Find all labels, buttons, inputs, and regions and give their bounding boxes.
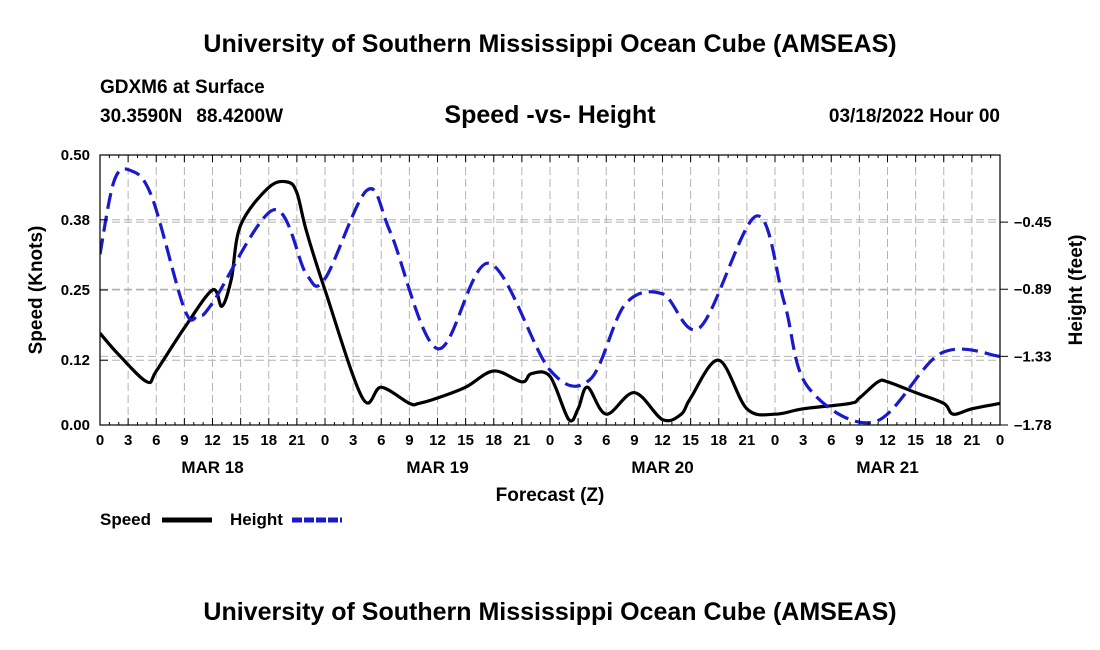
x-tick-label: 15 xyxy=(907,432,924,449)
x-tick-label: 0 xyxy=(771,432,779,449)
x-tick-label: 9 xyxy=(630,432,638,449)
x-tick-label: 18 xyxy=(935,432,952,449)
x-tick-label: 6 xyxy=(377,432,385,449)
latitude: 30.3590N xyxy=(100,106,183,127)
x-tick-label: 15 xyxy=(457,432,474,449)
x-axis-label: Forecast (Z) xyxy=(496,485,605,506)
x-tick-label: 21 xyxy=(739,432,756,449)
series-layer xyxy=(100,167,1000,425)
x-tick-label: 3 xyxy=(124,432,132,449)
x-tick-label: 21 xyxy=(514,432,531,449)
x-tick-label: 3 xyxy=(349,432,357,449)
x-tick-label: 21 xyxy=(964,432,981,449)
x-tick-label: 21 xyxy=(289,432,306,449)
x-tick-label: 15 xyxy=(682,432,699,449)
axes: 0 3 6 9 12 15 18 21 0 3 6 9 12 15 18 21 0 3 6 9 12 15 18 21 0 3 6 9… xyxy=(26,147,1087,506)
x-tick-label: 0 xyxy=(321,432,329,449)
y-axis-label: Speed (Knots) xyxy=(26,226,47,355)
forecast-datetime: 03/18/2022 Hour 00 xyxy=(828,106,1000,127)
x-tick-label: 3 xyxy=(574,432,582,449)
x-tick-label: 9 xyxy=(405,432,413,449)
y-tick-label: 0.00 xyxy=(61,417,90,434)
y2-tick-label: –0.89 xyxy=(1014,281,1052,298)
x-tick-label: 12 xyxy=(429,432,446,449)
y-tick-label: 0.25 xyxy=(61,282,90,299)
grid xyxy=(100,155,1000,426)
chart-title: University of Southern Mississippi Ocean… xyxy=(203,30,897,58)
y2-axis-label: Height (feet) xyxy=(1066,235,1087,346)
y2-tick-label: –0.45 xyxy=(1014,214,1052,231)
x-tick-label: 0 xyxy=(96,432,104,449)
legend-height-label: Height xyxy=(230,510,283,529)
x-tick-label: 18 xyxy=(485,432,502,449)
x-tick-label: 6 xyxy=(602,432,610,449)
x-tick-label: 12 xyxy=(654,432,671,449)
chart-subtitle: Speed -vs- Height xyxy=(444,101,656,129)
y-tick-label: 0.50 xyxy=(61,147,90,164)
y2-tick-label: –1.33 xyxy=(1014,348,1052,365)
x-tick-label: 12 xyxy=(204,432,221,449)
x-tick-label: 0 xyxy=(546,432,554,449)
x-tick-label: 12 xyxy=(879,432,896,449)
x-tick-label: 9 xyxy=(855,432,863,449)
day-label: MAR 19 xyxy=(406,458,468,477)
day-label: MAR 18 xyxy=(181,458,243,477)
station-label: GDXM6 at Surface xyxy=(100,77,265,98)
coordinates: 30.3590N 88.4200W xyxy=(100,106,283,128)
day-label: MAR 20 xyxy=(631,458,693,477)
longitude: 88.4200W xyxy=(196,106,284,127)
x-tick-label: 18 xyxy=(260,432,277,449)
legend-speed-label: Speed xyxy=(100,510,151,529)
x-tick-label: 15 xyxy=(232,432,249,449)
series-line-speed xyxy=(100,179,1000,423)
x-tick-label: 9 xyxy=(180,432,188,449)
legend: Speed Height xyxy=(100,510,342,529)
x-tick-label: 3 xyxy=(799,432,807,449)
footer-title: University of Southern Mississippi Ocean… xyxy=(203,598,897,626)
x-tick-label: 18 xyxy=(710,432,727,449)
x-tick-label: 6 xyxy=(152,432,160,449)
x-tick-label: 6 xyxy=(827,432,835,449)
y-tick-label: 0.12 xyxy=(61,352,90,369)
series-line-height xyxy=(100,167,1000,425)
x-tick-label: 0 xyxy=(996,432,1004,449)
day-label: MAR 21 xyxy=(856,458,918,477)
y-tick-label: 0.38 xyxy=(61,212,90,229)
y2-tick-label: –1.78 xyxy=(1014,417,1052,434)
